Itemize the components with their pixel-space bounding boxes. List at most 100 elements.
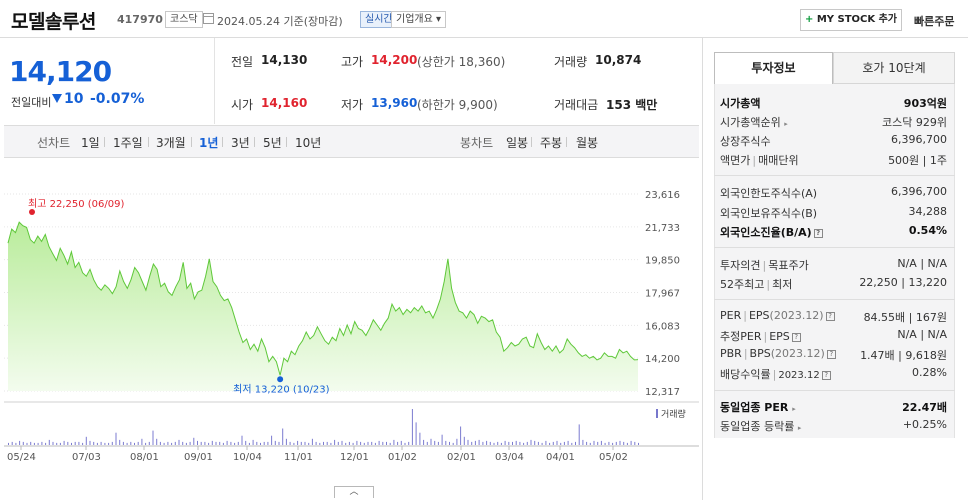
quick-order-button[interactable]: 빠른주문 xyxy=(914,15,955,28)
volume-bar xyxy=(341,440,343,445)
volume-bar xyxy=(612,442,614,445)
low-label: 저가 xyxy=(341,98,364,112)
tab-order-book[interactable]: 호가 10단계 xyxy=(833,52,955,84)
caret-right-icon: ▸ xyxy=(784,120,788,128)
volume-bar xyxy=(93,441,95,445)
divider xyxy=(714,390,955,391)
volume-bar xyxy=(308,442,310,445)
tab-invest-info[interactable]: 투자정보 xyxy=(714,52,833,84)
volume-bar xyxy=(171,442,173,445)
volume-bar xyxy=(289,441,291,445)
volume-bar xyxy=(252,439,254,445)
volume-bar xyxy=(445,440,447,445)
volume-bar xyxy=(163,442,165,445)
dividend-label-row: 배당수익률 | 2023.12? xyxy=(720,366,831,382)
divider xyxy=(702,38,703,500)
help-icon[interactable]: ? xyxy=(826,350,836,359)
dividend-value: 0.28% xyxy=(912,366,947,379)
target-label: 목표주가 xyxy=(768,259,809,272)
volume-bar xyxy=(85,436,87,445)
volume-bar xyxy=(504,440,506,445)
price-chart[interactable]: 23,616 21,733 19,850 17,967 16,083 14,200 12,3… xyxy=(4,160,699,480)
market-cap-label: 시가총액 xyxy=(720,97,761,110)
divider xyxy=(714,175,955,176)
caret-right-icon: ▸ xyxy=(792,405,796,413)
period-1d[interactable]: 1일 xyxy=(81,136,100,150)
period-3m[interactable]: 3개월 xyxy=(156,136,186,150)
volume-bar xyxy=(526,441,528,445)
volume-bar xyxy=(397,441,399,445)
line-chart-label: 선차트 xyxy=(37,136,71,150)
volume-bar xyxy=(256,441,258,445)
stock-code: 417970 xyxy=(117,13,163,26)
volume-bar xyxy=(512,441,513,445)
period-5y[interactable]: 5년 xyxy=(263,136,282,150)
volume-bar xyxy=(549,442,551,445)
volume-bar xyxy=(15,442,17,445)
down-arrow-icon xyxy=(52,94,62,103)
help-icon[interactable]: ? xyxy=(791,333,801,342)
help-icon[interactable]: ? xyxy=(821,371,831,380)
high-label: 고가 xyxy=(341,55,364,69)
company-info-dropdown[interactable]: 기업개요 ▾ xyxy=(391,11,446,28)
add-my-stock-button[interactable]: + MY STOCK 추가 xyxy=(800,9,902,31)
volume-bar xyxy=(293,442,295,445)
volume-bar xyxy=(115,432,117,445)
price-line xyxy=(7,221,639,376)
y-tick-label: 17,967 xyxy=(645,289,680,300)
volume-bar xyxy=(530,439,532,445)
x-tick-label: 09/01 xyxy=(184,452,213,463)
shares-value: 6,396,700 xyxy=(891,133,947,146)
volume-bar xyxy=(167,441,169,445)
help-icon[interactable]: ? xyxy=(813,229,823,238)
volume-bar xyxy=(337,441,339,445)
period-1y[interactable]: 1년 xyxy=(199,136,219,150)
volume-bar xyxy=(534,440,536,445)
prev-close-value: 14,130 xyxy=(261,53,308,67)
foreign-limit-value: 6,396,700 xyxy=(891,185,947,198)
foreign-ratio-value: 0.54% xyxy=(908,224,947,237)
volume-bar xyxy=(119,439,121,445)
volume-bar xyxy=(437,441,439,445)
volume-bar xyxy=(589,442,591,445)
volume-label: 거래량 xyxy=(554,55,588,69)
est-eps-label: EPS xyxy=(769,330,790,343)
pbr-bps-value: 1.47배 | 9,618원 xyxy=(860,349,947,362)
x-tick-label: 05/02 xyxy=(599,452,628,463)
dividend-date: 2023.12 xyxy=(778,370,820,381)
volume-bar xyxy=(441,434,443,445)
volume-bar xyxy=(204,441,206,445)
volume-bar xyxy=(297,440,299,445)
opinion-target-label: 투자의견 | 목표주가 xyxy=(720,259,809,272)
period-3y[interactable]: 3년 xyxy=(231,136,250,150)
volume-bar xyxy=(478,439,480,445)
prev-close-label: 전일 xyxy=(231,55,254,69)
volume-bar xyxy=(63,440,65,445)
market-badge: 코스닥 xyxy=(165,11,203,28)
candle-daily[interactable]: 일봉 xyxy=(506,136,529,150)
volume-bar xyxy=(185,442,187,445)
eps-label: EPS xyxy=(748,309,770,322)
period-10y[interactable]: 10년 xyxy=(295,136,322,150)
collapse-chevron-icon[interactable]: ︿ xyxy=(334,486,374,498)
volume-bar xyxy=(608,441,610,445)
volume-bar xyxy=(193,437,195,445)
industry-rate-label: 동일업종 등락률 ▸ xyxy=(720,418,801,434)
volume-bar xyxy=(452,442,454,445)
period-1w[interactable]: 1주일 xyxy=(113,136,143,150)
help-icon[interactable]: ? xyxy=(825,312,835,321)
volume-bar xyxy=(593,440,595,445)
candle-monthly[interactable]: 월봉 xyxy=(576,136,599,150)
volume-bar xyxy=(360,441,362,445)
volume-bar xyxy=(152,430,154,445)
high-value: 14,200 xyxy=(371,53,418,67)
w52-value: 22,250 | 13,220 xyxy=(859,276,947,289)
volume-bar xyxy=(8,442,9,445)
opinion-target-value: N/A | N/A xyxy=(897,257,947,270)
volume-bar xyxy=(56,442,58,445)
volume-bar xyxy=(367,441,369,445)
candle-weekly[interactable]: 주봉 xyxy=(540,136,563,150)
volume-bar xyxy=(33,442,35,445)
volume-bar xyxy=(89,440,91,445)
volume-bar xyxy=(137,441,139,445)
